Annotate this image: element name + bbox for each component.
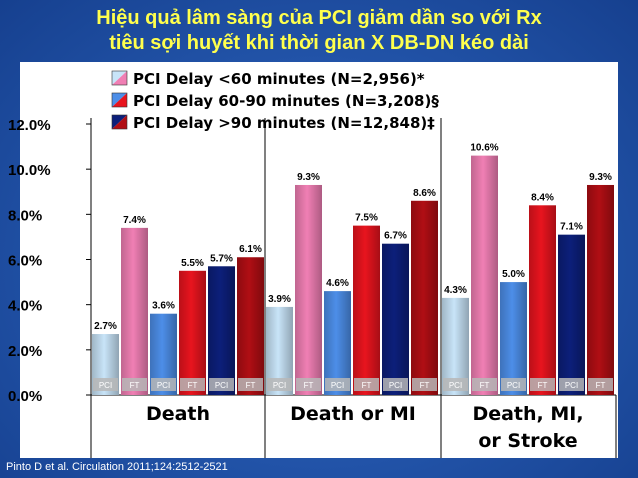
legend-swatch xyxy=(111,92,128,108)
legend-item: PCI Delay 60-90 minutes (N=3,208)§ xyxy=(111,92,439,110)
bar-data-label: 3.6% xyxy=(152,301,175,312)
bar-type-label: PCI xyxy=(215,381,228,390)
bar-type-label: PCI xyxy=(449,381,462,390)
bar xyxy=(208,266,235,395)
bar-type-label: FT xyxy=(130,381,140,390)
bar-type-box xyxy=(209,378,234,391)
bar-type-label: FT xyxy=(596,381,606,390)
slide-title: Hiệu quả lâm sàng của PCI giảm dần so vớ… xyxy=(10,6,628,56)
y-tick-label: 0.0% xyxy=(8,388,42,405)
legend-item: PCI Delay >90 minutes (N=12,848)‡ xyxy=(111,114,435,132)
bar-type-box xyxy=(412,378,437,391)
bar xyxy=(179,270,206,395)
bar-data-label: 5.0% xyxy=(502,269,525,280)
bar-type-box xyxy=(443,378,468,391)
bar xyxy=(471,155,498,395)
category-label: Death xyxy=(146,403,210,425)
legend-swatch-border xyxy=(111,70,128,86)
category-label: Death, MI, xyxy=(472,403,583,425)
y-tick-label: 8.0% xyxy=(8,207,42,224)
bar xyxy=(353,225,380,395)
bar xyxy=(529,205,556,395)
bar-type-label: FT xyxy=(480,381,490,390)
legend-swatch-part xyxy=(112,93,127,107)
title-line-1: Hiệu quả lâm sàng của PCI giảm dần so vớ… xyxy=(96,7,542,29)
bar-type-box xyxy=(122,378,147,391)
bar-type-box xyxy=(238,378,263,391)
title-line-2: tiêu sợi huyết khi thời gian X DB-DN kéo… xyxy=(109,32,529,54)
bar-type-box xyxy=(383,378,408,391)
bar xyxy=(587,184,614,395)
y-tick-label: 12.0% xyxy=(8,117,51,134)
y-tick-label: 10.0% xyxy=(8,162,51,179)
bar-type-box xyxy=(588,378,613,391)
bar-type-label: FT xyxy=(420,381,430,390)
bar-type-box xyxy=(530,378,555,391)
category-label: Death or MI xyxy=(290,403,416,425)
bar xyxy=(121,227,148,395)
legend-label: PCI Delay >90 minutes (N=12,848)‡ xyxy=(133,114,435,132)
bar-type-box xyxy=(501,378,526,391)
bar-type-box xyxy=(472,378,497,391)
y-tick-label: 4.0% xyxy=(8,298,42,315)
category-label: or Stroke xyxy=(478,430,577,452)
legend-swatch-border xyxy=(111,114,128,130)
bar-data-label: 2.7% xyxy=(94,321,117,332)
bar xyxy=(237,257,264,395)
bar-type-label: FT xyxy=(246,381,256,390)
bar-data-label: 8.4% xyxy=(531,192,554,203)
bar-type-box xyxy=(325,378,350,391)
bar-data-label: 6.1% xyxy=(239,244,262,255)
legend-item: PCI Delay <60 minutes (N=2,956)* xyxy=(111,70,425,88)
bar xyxy=(324,291,351,395)
citation: Pinto D et al. Circulation 2011;124:2512… xyxy=(6,461,228,473)
bar-data-label: 5.7% xyxy=(210,253,233,264)
y-tick-label: 6.0% xyxy=(8,253,42,270)
bar-type-label: FT xyxy=(362,381,372,390)
bar-type-label: PCI xyxy=(507,381,520,390)
bar-data-label: 7.4% xyxy=(123,215,146,226)
bar xyxy=(500,282,527,395)
bar xyxy=(295,184,322,395)
bar-type-box xyxy=(354,378,379,391)
legend-swatch-border xyxy=(111,92,128,108)
bar-type-label: FT xyxy=(304,381,314,390)
bar-type-box xyxy=(151,378,176,391)
bar-type-box xyxy=(559,378,584,391)
bar-type-label: PCI xyxy=(157,381,170,390)
bar-type-label: PCI xyxy=(331,381,344,390)
bar-type-box xyxy=(93,378,118,391)
bar-data-label: 9.3% xyxy=(589,172,612,183)
bar-data-label: 4.3% xyxy=(444,285,467,296)
bar-data-label: 9.3% xyxy=(297,172,320,183)
bar xyxy=(411,200,438,395)
legend-swatch-part xyxy=(112,115,127,129)
bar-type-box xyxy=(180,378,205,391)
legend-swatch xyxy=(111,114,128,130)
y-tick-label: 2.0% xyxy=(8,343,42,360)
bar-data-label: 8.6% xyxy=(413,188,436,199)
bar-data-label: 4.6% xyxy=(326,278,349,289)
bar-data-label: 5.5% xyxy=(181,258,204,269)
legend-label: PCI Delay 60-90 minutes (N=3,208)§ xyxy=(133,92,439,110)
bar-type-label: FT xyxy=(538,381,548,390)
bar-type-label: PCI xyxy=(273,381,286,390)
bar-type-label: PCI xyxy=(99,381,112,390)
legend-swatch xyxy=(111,70,128,86)
bar-type-label: PCI xyxy=(565,381,578,390)
bar-data-label: 3.9% xyxy=(268,294,291,305)
bar-data-label: 7.5% xyxy=(355,213,378,224)
bar-type-label: FT xyxy=(188,381,198,390)
bar-type-box xyxy=(296,378,321,391)
bar-data-label: 6.7% xyxy=(384,231,407,242)
bar-data-label: 7.1% xyxy=(560,222,583,233)
legend-label: PCI Delay <60 minutes (N=2,956)* xyxy=(133,70,425,88)
bar-data-label: 10.6% xyxy=(470,143,498,154)
bar-type-box xyxy=(267,378,292,391)
bar xyxy=(558,234,585,395)
legend-swatch-part xyxy=(112,71,127,85)
bar-type-label: PCI xyxy=(389,381,402,390)
bar xyxy=(382,243,409,395)
